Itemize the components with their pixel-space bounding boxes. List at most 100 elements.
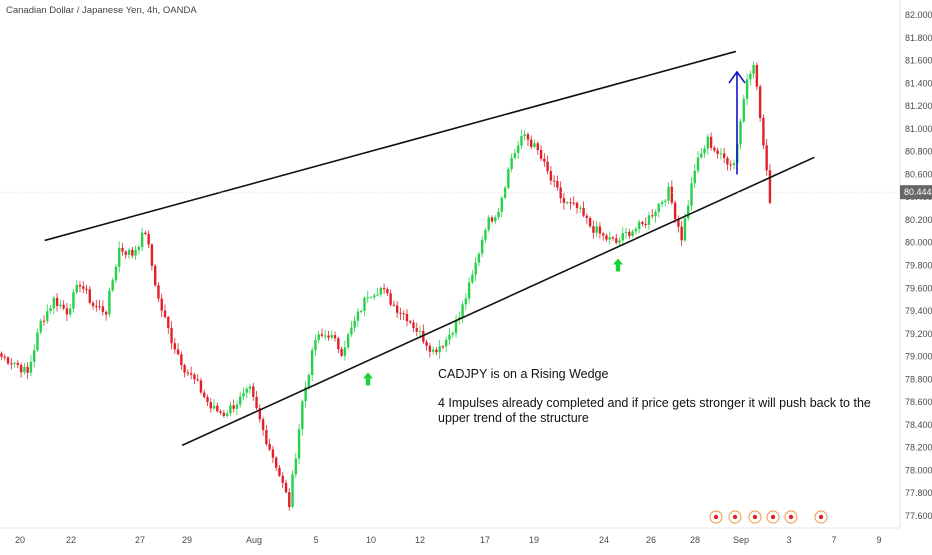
event-marker-dot [752,514,758,520]
candle-body [88,289,91,303]
candle-body [709,136,713,148]
candle-body [448,334,451,340]
current-price-label: 80.444 [904,187,932,197]
candle-body [353,320,356,328]
candle-body [26,366,29,373]
price-tick-label: 81.600 [905,56,932,66]
candle-body [16,362,20,366]
candle-body [592,226,595,233]
candle-body [405,314,409,322]
candle-body [317,334,320,340]
price-axis-panel[interactable] [900,0,932,528]
candle-body [307,375,311,388]
candle-body [173,343,177,350]
chart-title: Canadian Dollar / Japanese Yen, 4h, OAND… [6,5,197,16]
candle-body [6,357,10,364]
candle-body [615,238,618,243]
candle-body [732,163,736,166]
up-arrow-icon[interactable] [728,70,746,84]
candle-body [291,474,294,508]
candle-body [78,284,82,287]
candle-body [356,311,360,321]
candle-body [104,311,108,315]
candle-body [624,231,628,234]
candle-body [39,320,42,333]
candle-body [98,306,101,308]
candle-body [742,98,745,122]
candle-body [225,413,229,416]
date-tick-label: 19 [529,535,539,545]
event-markers-icon[interactable] [709,510,828,524]
candle-body [346,334,350,348]
candle-body [549,171,553,181]
candle-body [310,350,314,376]
price-tick-label: 82.000 [905,10,932,20]
candle-body [601,233,605,236]
candle-body [379,287,383,295]
price-tick-label: 81.400 [905,78,932,88]
candle-body [127,249,131,255]
candle-body [562,198,566,203]
candle-body [664,200,667,202]
candle-body [428,345,432,352]
candle-body [598,226,602,234]
candle-body [487,217,490,230]
note-line-2: upper trend of the structure [438,411,589,425]
candle-body [435,349,438,353]
candle-body [281,475,284,483]
price-tick-label: 78.400 [905,420,932,430]
candle-body [144,232,147,235]
candle-body [461,304,464,318]
candle-body [441,346,445,348]
candle-body [696,157,700,171]
candle-body [644,224,647,226]
candle-body [19,365,23,373]
candle-body [651,215,654,217]
candle-body [677,219,680,227]
date-tick-label: 5 [313,535,318,545]
candle-body [611,237,615,239]
candle-body [219,411,222,413]
candle-body [369,297,373,299]
candle-body [340,349,343,356]
candle-body [239,396,242,405]
candle-body [160,298,163,311]
date-tick-label: 17 [480,535,490,545]
candle-body [693,170,696,184]
candle-body [533,143,536,147]
candle-body [670,186,674,203]
candle-body [373,295,376,298]
candle-body [716,150,719,154]
trendline-upper[interactable] [44,50,737,242]
candle-body [516,145,520,153]
up-arrow-icon [363,372,373,386]
candle-body [284,482,288,493]
candle-body [134,249,137,256]
candle-body [507,169,510,188]
price-tick-label: 78.000 [905,465,932,475]
candle-body [510,157,513,170]
candle-body [59,304,62,307]
candle-body [471,274,474,283]
candle-body [330,335,333,338]
candle-body [608,237,611,240]
candle-body [91,302,95,307]
candle-body [193,374,196,380]
date-tick-label: 29 [182,535,192,545]
candle-body [268,444,271,450]
candle-body [575,202,579,209]
candle-body [13,362,16,364]
event-marker-dot [788,514,794,520]
candle-body [222,412,226,416]
candle-body [490,217,494,222]
candle-body [255,397,258,409]
trendline-lower[interactable] [181,156,815,447]
candle-body [52,297,56,309]
candle-body [739,121,742,145]
candle-body [585,215,589,219]
event-marker-dot [713,514,719,520]
candle-body [513,152,517,158]
candle-body [713,147,716,151]
